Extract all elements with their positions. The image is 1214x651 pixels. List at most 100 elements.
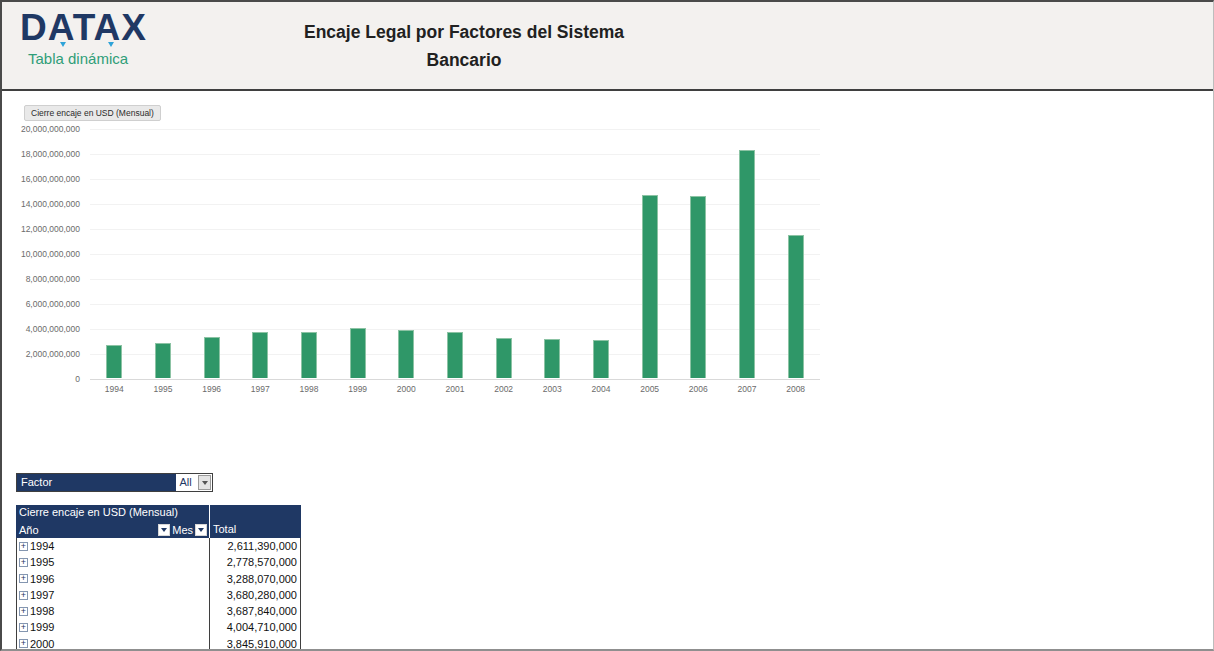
y-axis-tick-label: 0: [2, 374, 80, 384]
year-label: 1995: [30, 554, 54, 570]
chart-gridline: [90, 329, 820, 330]
chart-gridline: [90, 304, 820, 305]
bar: [593, 340, 609, 378]
y-axis-tick-label: 20,000,000,000: [2, 124, 80, 134]
expand-icon[interactable]: +: [19, 574, 28, 583]
x-axis-tick-label: 1994: [90, 384, 138, 394]
table-row: +19963,288,070,000: [17, 571, 300, 587]
chart-plot-area: [90, 129, 820, 379]
y-axis-tick-label: 4,000,000,000: [2, 324, 80, 334]
total-cell: 3,288,070,000: [210, 571, 300, 587]
bar: [690, 196, 706, 378]
factor-filter-value: All: [176, 474, 197, 491]
factor-filter-dropdown-button[interactable]: [198, 475, 211, 490]
x-axis-tick-label: 1996: [188, 384, 236, 394]
year-cell[interactable]: +1996: [17, 571, 210, 587]
bar: [252, 332, 268, 378]
table-row: +19942,611,390,000: [17, 538, 300, 554]
bar-chart: Cierre encaje en USD (Mensual) 20,000,00…: [2, 91, 1213, 411]
table-row: +19994,004,710,000: [17, 619, 300, 635]
expand-icon[interactable]: +: [19, 623, 28, 632]
chevron-down-icon: [198, 528, 204, 532]
expand-icon[interactable]: +: [19, 542, 28, 551]
year-label: 1994: [30, 538, 54, 554]
chart-gridline: [90, 254, 820, 255]
bar: [106, 345, 122, 378]
bar: [398, 330, 414, 378]
total-cell: 3,845,910,000: [210, 636, 300, 651]
chart-gridline: [90, 204, 820, 205]
year-label: 1997: [30, 587, 54, 603]
table-row: +20003,845,910,000: [17, 636, 300, 651]
pivot-table: Cierre encaje en USD (Mensual) Año Mes T…: [16, 505, 301, 651]
pivot-title-cell-empty: [210, 505, 301, 521]
bar: [155, 343, 171, 378]
x-axis-tick-label: 1995: [139, 384, 187, 394]
pivot-header-row2: Año Mes Total: [16, 521, 301, 538]
year-filter-dropdown-button[interactable]: [158, 524, 170, 536]
table-row: +19983,687,840,000: [17, 603, 300, 619]
bar: [788, 235, 804, 378]
chart-gridline: [90, 129, 820, 130]
chart-gridline: [90, 179, 820, 180]
bar: [350, 328, 366, 378]
month-filter-dropdown-button[interactable]: [195, 524, 207, 536]
y-axis-tick-label: 12,000,000,000: [2, 224, 80, 234]
expand-icon[interactable]: +: [19, 591, 28, 600]
chevron-down-icon: [161, 528, 167, 532]
bar: [447, 332, 463, 378]
year-label: 1998: [30, 603, 54, 619]
total-cell: 4,004,710,000: [210, 619, 300, 635]
page-title: Encaje Legal por Factores del Sistema Ba…: [114, 18, 814, 74]
year-label: 1999: [30, 619, 54, 635]
logo-accent-icon: [60, 42, 66, 47]
bar: [739, 150, 755, 378]
x-axis-tick-label: 2003: [528, 384, 576, 394]
x-axis-tick-label: 2002: [480, 384, 528, 394]
x-axis-tick-label: 2005: [626, 384, 674, 394]
pivot-body: +19942,611,390,000+19952,778,570,000+199…: [16, 538, 301, 651]
year-cell[interactable]: +1995: [17, 554, 210, 570]
x-axis-tick-label: 2001: [431, 384, 479, 394]
expand-icon[interactable]: +: [19, 607, 28, 616]
chart-gridline: [90, 379, 820, 380]
y-axis-tick-label: 16,000,000,000: [2, 174, 80, 184]
chart-field-button[interactable]: Cierre encaje en USD (Mensual): [24, 105, 161, 121]
x-axis-tick-label: 2008: [772, 384, 820, 394]
header: DATAX Tabla dinámica Encaje Legal por Fa…: [2, 2, 1213, 89]
year-label: 2000: [30, 636, 54, 651]
table-row: +19973,680,280,000: [17, 587, 300, 603]
expand-icon[interactable]: +: [19, 639, 28, 648]
page-title-line2: Bancario: [114, 46, 814, 74]
year-cell[interactable]: +2000: [17, 636, 210, 651]
pivot-title-cell: Cierre encaje en USD (Mensual): [16, 505, 210, 521]
page-title-line1: Encaje Legal por Factores del Sistema: [114, 18, 814, 46]
year-column-header: Año: [19, 524, 39, 536]
table-row: +19952,778,570,000: [17, 554, 300, 570]
expand-icon[interactable]: +: [19, 558, 28, 567]
factor-filter-label: Factor: [17, 474, 176, 491]
year-cell[interactable]: +1999: [17, 619, 210, 635]
chart-gridline: [90, 279, 820, 280]
x-axis-tick-label: 2006: [674, 384, 722, 394]
year-label: 1996: [30, 571, 54, 587]
x-axis-tick-label: 2000: [382, 384, 430, 394]
year-cell[interactable]: +1997: [17, 587, 210, 603]
total-cell: 3,687,840,000: [210, 603, 300, 619]
y-axis-tick-label: 6,000,000,000: [2, 299, 80, 309]
y-axis-tick-label: 18,000,000,000: [2, 149, 80, 159]
x-axis-tick-label: 2007: [723, 384, 771, 394]
year-cell[interactable]: +1994: [17, 538, 210, 554]
y-axis-tick-label: 10,000,000,000: [2, 249, 80, 259]
bar: [496, 338, 512, 378]
bar: [204, 337, 220, 378]
year-cell[interactable]: +1998: [17, 603, 210, 619]
x-axis-tick-label: 1997: [236, 384, 284, 394]
chart-gridline: [90, 154, 820, 155]
factor-filter: Factor All: [16, 473, 213, 492]
month-column-header: Mes: [172, 524, 193, 536]
total-cell: 3,680,280,000: [210, 587, 300, 603]
bar: [301, 332, 317, 378]
y-axis-tick-label: 14,000,000,000: [2, 199, 80, 209]
bar: [544, 339, 560, 378]
